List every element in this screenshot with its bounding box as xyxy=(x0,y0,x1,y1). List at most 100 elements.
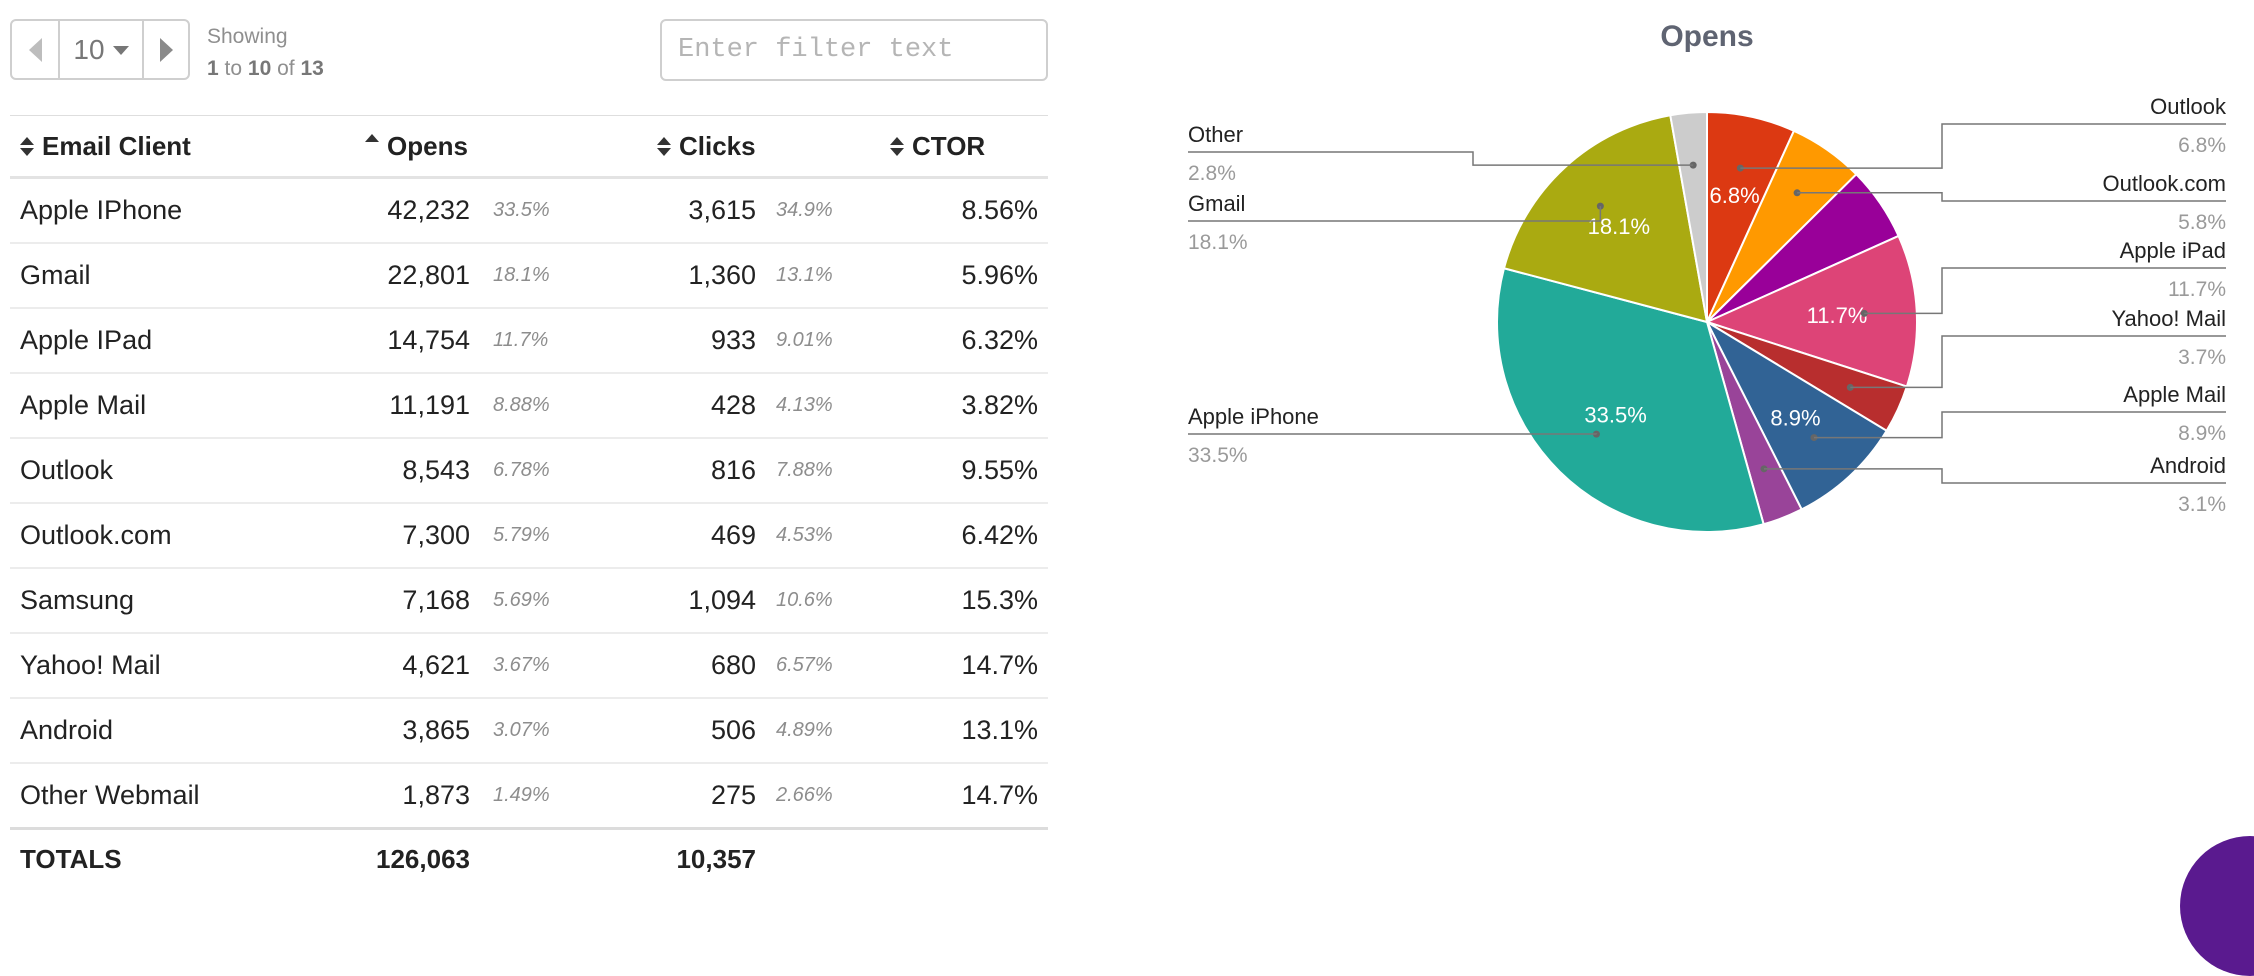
clicks-percent-cell: 7.88% xyxy=(776,439,833,502)
callout-percent: 6.8% xyxy=(2178,134,2226,157)
opens-percent-cell: 33.5% xyxy=(493,179,550,242)
clicks-percent-cell: 4.13% xyxy=(776,374,833,437)
clicks-percent-cell: 13.1% xyxy=(776,244,833,307)
page-size-select[interactable]: 10 xyxy=(60,21,144,78)
sort-icon xyxy=(20,137,34,156)
table-row[interactable]: Other Webmail 1,873 1.49% 275 2.66% 14.7% xyxy=(10,764,1048,829)
callout-name: Outlook.com xyxy=(2103,171,2227,196)
email-client-cell: Gmail xyxy=(20,244,91,307)
callout-name: Apple iPhone xyxy=(1188,404,1319,429)
email-client-cell: Other Webmail xyxy=(20,764,200,827)
table-row[interactable]: Samsung 7,168 5.69% 1,094 10.6% 15.3% xyxy=(10,569,1048,634)
slice-value-label: 33.5% xyxy=(1584,403,1646,428)
clicks-cell: 3,615 xyxy=(688,179,756,242)
email-client-cell: Apple Mail xyxy=(20,374,146,437)
ctor-cell: 6.32% xyxy=(961,309,1038,372)
email-client-cell: Apple IPad xyxy=(20,309,152,372)
email-client-table: Email Client Opens Clicks CTOR Apple IPh… xyxy=(10,115,1048,888)
chevron-down-icon xyxy=(113,46,129,55)
callout-percent: 2.8% xyxy=(1188,162,1236,185)
clicks-percent-cell: 9.01% xyxy=(776,309,833,372)
callout-name: Yahoo! Mail xyxy=(2111,306,2226,331)
opens-percent-cell: 5.69% xyxy=(493,569,550,632)
chevron-left-icon xyxy=(29,38,42,62)
opens-cell: 4,621 xyxy=(402,634,470,697)
opens-percent-cell: 3.07% xyxy=(493,699,550,762)
opens-cell: 7,300 xyxy=(402,504,470,567)
callout-name: Apple Mail xyxy=(2123,382,2226,407)
clicks-percent-cell: 2.66% xyxy=(776,764,833,827)
range-to-word: to xyxy=(225,57,243,80)
opens-percent-cell: 8.88% xyxy=(493,374,550,437)
clicks-cell: 816 xyxy=(711,439,756,502)
opens-cell: 42,232 xyxy=(387,179,470,242)
showing-range: Showing 1 to 10 of 13 xyxy=(207,21,324,85)
callout-name: Other xyxy=(1188,122,1243,147)
opens-cell: 3,865 xyxy=(402,699,470,762)
range-of-word: of xyxy=(277,57,295,80)
page-size-value: 10 xyxy=(73,34,104,66)
ctor-cell: 9.55% xyxy=(961,439,1038,502)
totals-clicks: 10,357 xyxy=(676,830,756,888)
opens-percent-cell: 3.67% xyxy=(493,634,550,697)
callout-percent: 8.9% xyxy=(2178,422,2226,445)
sort-ascending-icon xyxy=(365,134,379,142)
email-client-cell: Yahoo! Mail xyxy=(20,634,161,697)
sort-icon xyxy=(890,137,904,156)
column-label: Clicks xyxy=(679,131,756,162)
callout-percent: 3.7% xyxy=(2178,346,2226,369)
filter-input[interactable] xyxy=(660,19,1048,81)
column-label: Email Client xyxy=(42,131,191,162)
sort-icon xyxy=(657,137,671,156)
totals-label: TOTALS xyxy=(20,830,122,888)
opens-cell: 11,191 xyxy=(389,374,470,437)
slice-value-label: 6.8% xyxy=(1709,183,1759,208)
previous-page-button[interactable] xyxy=(12,21,60,78)
column-header-clicks[interactable]: Clicks xyxy=(657,116,756,177)
range-from: 1 xyxy=(207,57,219,80)
opens-percent-cell: 1.49% xyxy=(493,764,550,827)
column-header-email-client[interactable]: Email Client xyxy=(20,116,191,177)
callout-percent: 5.8% xyxy=(2178,211,2226,234)
ctor-cell: 6.42% xyxy=(961,504,1038,567)
opens-percent-cell: 5.79% xyxy=(493,504,550,567)
callout-percent: 33.5% xyxy=(1188,444,1248,467)
email-client-cell: Samsung xyxy=(20,569,134,632)
opens-cell: 8,543 xyxy=(402,439,470,502)
slice-value-label: 18.1% xyxy=(1588,214,1650,239)
ctor-cell: 8.56% xyxy=(961,179,1038,242)
ctor-cell: 13.1% xyxy=(961,699,1038,762)
showing-label: Showing xyxy=(207,21,324,53)
clicks-cell: 933 xyxy=(711,309,756,372)
clicks-percent-cell: 4.53% xyxy=(776,504,833,567)
clicks-cell: 506 xyxy=(711,699,756,762)
ctor-cell: 14.7% xyxy=(961,764,1038,827)
opens-cell: 7,168 xyxy=(402,569,470,632)
ctor-cell: 15.3% xyxy=(961,569,1038,632)
next-page-button[interactable] xyxy=(144,21,188,78)
column-header-opens[interactable]: Opens xyxy=(365,116,468,177)
callout-percent: 18.1% xyxy=(1188,231,1248,254)
totals-opens: 126,063 xyxy=(376,830,470,888)
callout-name: Android xyxy=(2150,453,2226,478)
column-header-ctor[interactable]: CTOR xyxy=(890,116,985,177)
callout-name: Apple iPad xyxy=(2120,238,2226,263)
clicks-percent-cell: 10.6% xyxy=(776,569,833,632)
clicks-cell: 275 xyxy=(711,764,756,827)
opens-pie-chart: Opens 6.8%11.7%8.9%33.5%18.1% Outlook6.8… xyxy=(1170,0,2254,868)
slice-value-label: 11.7% xyxy=(1807,303,1868,328)
range-to: 10 xyxy=(248,57,271,80)
clicks-cell: 428 xyxy=(711,374,756,437)
clicks-cell: 1,360 xyxy=(688,244,756,307)
clicks-cell: 1,094 xyxy=(688,569,756,632)
opens-cell: 1,873 xyxy=(402,764,470,827)
